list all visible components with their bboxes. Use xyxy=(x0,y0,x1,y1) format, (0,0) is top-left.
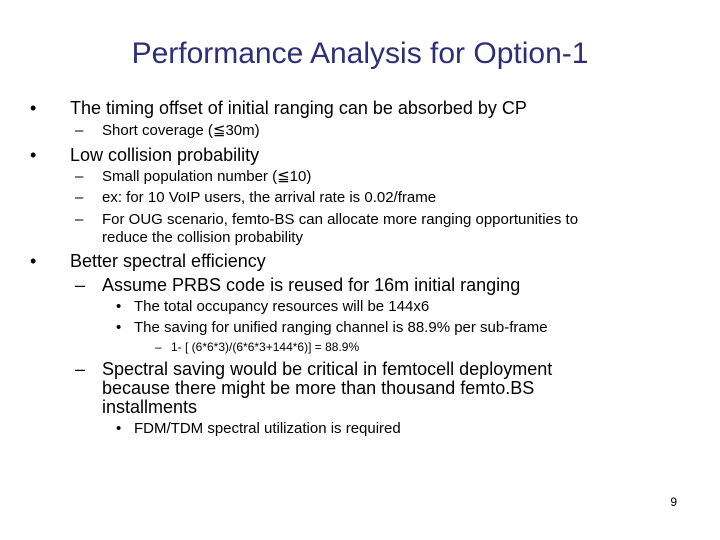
subsub-fdm-tdm: FDM/TDM spectral utilization is required xyxy=(134,420,401,437)
dash-marker: – xyxy=(75,189,84,206)
bullet-marker: • xyxy=(30,145,37,165)
sub-spectral-saving-line1: Spectral saving would be critical in fem… xyxy=(102,359,553,379)
dash-marker: – xyxy=(75,122,84,139)
sub-voip-arrival-rate: ex: for 10 VoIP users, the arrival rate … xyxy=(102,189,437,206)
bullet-spectral-efficiency: Better spectral efficiency xyxy=(70,251,266,271)
dash-marker: – xyxy=(75,359,86,379)
slide-title: Performance Analysis for Option-1 xyxy=(131,37,589,70)
bullet-low-collision: Low collision probability xyxy=(70,145,260,165)
sub-spectral-saving-line3: installments xyxy=(102,397,198,417)
sub-prbs-reuse: Assume PRBS code is reused for 16m initi… xyxy=(102,275,521,295)
bullet-timing-offset: The timing offset of initial ranging can… xyxy=(70,98,527,118)
dash-marker: – xyxy=(75,211,84,228)
subsub-saving: The saving for unified ranging channel i… xyxy=(134,319,548,336)
sub-small-population: Small population number (≦10) xyxy=(102,168,312,185)
bullet-marker-small: • xyxy=(116,298,122,315)
subsub-occupancy: The total occupancy resources will be 14… xyxy=(134,298,430,315)
bullet-marker: • xyxy=(30,251,37,271)
formula-saving: 1- [ (6*6*3)/(6*6*3+144*6)] = 88.9% xyxy=(171,340,360,354)
dash-marker: – xyxy=(75,168,84,185)
sub-short-coverage: Short coverage (≦30m) xyxy=(102,122,260,139)
dash-marker-small: – xyxy=(155,340,162,354)
sub-spectral-saving-line2: because there might be more than thousan… xyxy=(102,378,535,398)
sub-oug-scenario-line2: reduce the collision probability xyxy=(102,229,303,246)
dash-marker: – xyxy=(75,275,86,295)
sub-oug-scenario-line1: For OUG scenario, femto-BS can allocate … xyxy=(102,211,579,228)
bullet-marker-small: • xyxy=(116,319,122,336)
bullet-marker: • xyxy=(30,98,37,118)
page-number: 9 xyxy=(670,495,677,509)
bullet-marker-small: • xyxy=(116,420,122,437)
